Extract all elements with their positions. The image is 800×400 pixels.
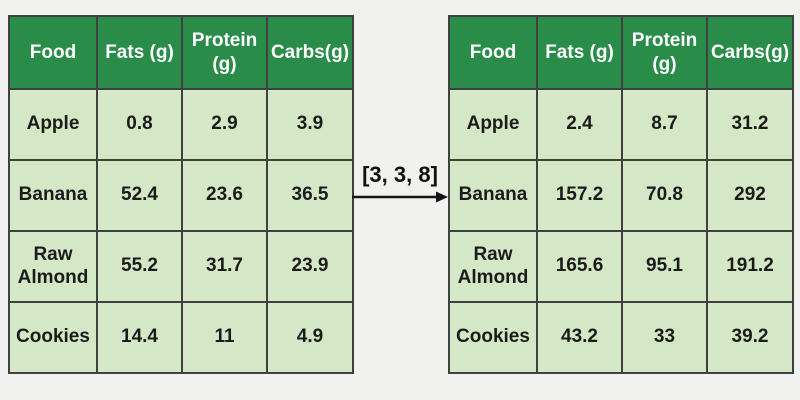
cell-carbs: 292 xyxy=(706,159,794,232)
cell-food: Cookies xyxy=(8,301,98,374)
cell-fats: 14.4 xyxy=(96,301,183,374)
header-row: Food Fats (g) Protein (g) Carbs(g) xyxy=(8,15,354,90)
cell-protein: 2.9 xyxy=(181,88,268,161)
cell-food: Raw Almond xyxy=(448,230,538,303)
table-row: Raw Almond 55.2 31.7 23.9 xyxy=(8,230,354,303)
table-row: Cookies 43.2 33 39.2 xyxy=(448,301,794,374)
cell-fats: 157.2 xyxy=(536,159,623,232)
cell-carbs: 31.2 xyxy=(706,88,794,161)
right-arrow-icon xyxy=(352,191,448,203)
cell-protein: 8.7 xyxy=(621,88,708,161)
header-cell-protein: Protein (g) xyxy=(621,15,708,90)
cell-fats: 55.2 xyxy=(96,230,183,303)
cell-protein: 23.6 xyxy=(181,159,268,232)
source-table: Food Fats (g) Protein (g) Carbs(g) Apple… xyxy=(8,15,354,374)
cell-food: Banana xyxy=(448,159,538,232)
table-row: Apple 2.4 8.7 31.2 xyxy=(448,88,794,161)
cell-carbs: 191.2 xyxy=(706,230,794,303)
cell-food: Raw Almond xyxy=(8,230,98,303)
cell-protein: 31.7 xyxy=(181,230,268,303)
cell-carbs: 39.2 xyxy=(706,301,794,374)
table-row: Raw Almond 165.6 95.1 191.2 xyxy=(448,230,794,303)
header-cell-carbs: Carbs(g) xyxy=(706,15,794,90)
header-cell-food: Food xyxy=(8,15,98,90)
header-row: Food Fats (g) Protein (g) Carbs(g) xyxy=(448,15,794,90)
cell-protein: 70.8 xyxy=(621,159,708,232)
result-table: Food Fats (g) Protein (g) Carbs(g) Apple… xyxy=(448,15,794,374)
table-row: Banana 52.4 23.6 36.5 xyxy=(8,159,354,232)
cell-protein: 95.1 xyxy=(621,230,708,303)
cell-fats: 2.4 xyxy=(536,88,623,161)
transform-arrow: [3, 3, 8] xyxy=(352,162,448,204)
table-row: Banana 157.2 70.8 292 xyxy=(448,159,794,232)
cell-food: Banana xyxy=(8,159,98,232)
cell-fats: 165.6 xyxy=(536,230,623,303)
header-cell-fats: Fats (g) xyxy=(536,15,623,90)
cell-carbs: 4.9 xyxy=(266,301,354,374)
header-cell-fats: Fats (g) xyxy=(96,15,183,90)
cell-food: Apple xyxy=(8,88,98,161)
table-row: Apple 0.8 2.9 3.9 xyxy=(8,88,354,161)
cell-carbs: 3.9 xyxy=(266,88,354,161)
multiplier-label: [3, 3, 8] xyxy=(362,162,438,187)
header-cell-carbs: Carbs(g) xyxy=(266,15,354,90)
cell-protein: 11 xyxy=(181,301,268,374)
cell-fats: 52.4 xyxy=(96,159,183,232)
cell-fats: 0.8 xyxy=(96,88,183,161)
table-row: Cookies 14.4 11 4.9 xyxy=(8,301,354,374)
cell-carbs: 23.9 xyxy=(266,230,354,303)
cell-protein: 33 xyxy=(621,301,708,374)
header-cell-protein: Protein (g) xyxy=(181,15,268,90)
cell-fats: 43.2 xyxy=(536,301,623,374)
cell-food: Apple xyxy=(448,88,538,161)
header-cell-food: Food xyxy=(448,15,538,90)
cell-food: Cookies xyxy=(448,301,538,374)
cell-carbs: 36.5 xyxy=(266,159,354,232)
